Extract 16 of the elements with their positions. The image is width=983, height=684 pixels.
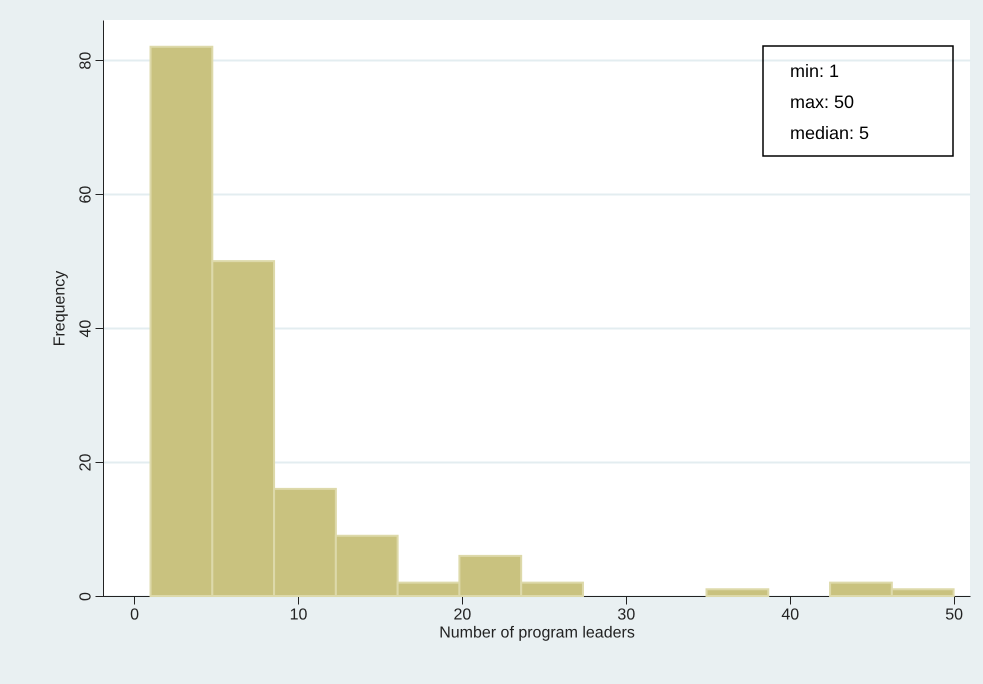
y-axis-title: Frequency [52,270,68,346]
y-tick-label: 0 [78,592,94,601]
y-tick-label: 60 [78,186,94,204]
x-axis-title: Number of program leaders [439,624,635,642]
x-tick-label: 20 [454,606,472,624]
annotation: max: 50 [790,92,854,112]
annotation: min: 1 [790,61,840,81]
y-tick-label: 20 [78,454,94,472]
y-tick-label: 80 [78,52,94,70]
x-tick-label: 10 [290,606,308,624]
annotation: median: 5 [790,123,870,143]
y-tick-label: 40 [78,320,94,338]
x-tick-label: 40 [781,606,800,624]
x-tick-label: 50 [945,606,964,624]
x-tick-label: 0 [130,606,140,624]
x-tick-label: 30 [617,606,636,624]
